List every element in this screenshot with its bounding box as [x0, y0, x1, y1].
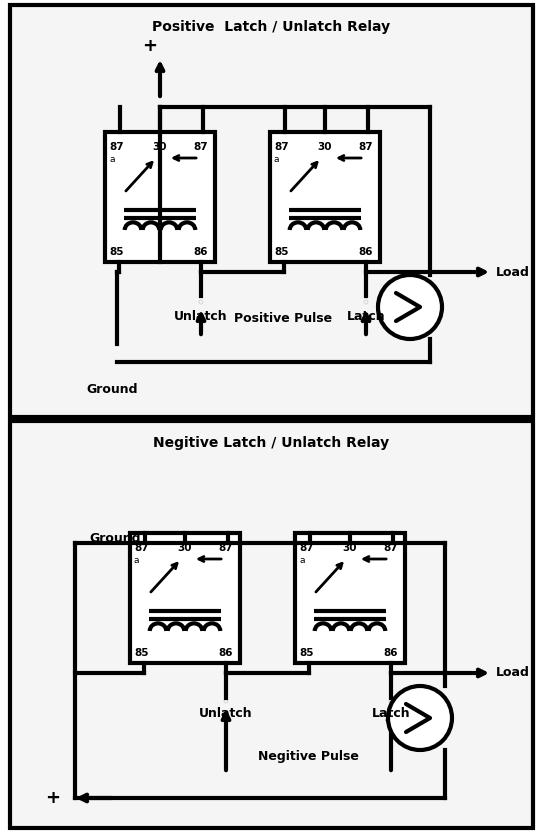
Text: 30: 30 [177, 543, 192, 553]
Text: 30: 30 [317, 142, 331, 152]
Text: Positive  Latch / Unlatch Relay: Positive Latch / Unlatch Relay [152, 20, 390, 34]
Text: Negitive Pulse: Negitive Pulse [258, 750, 359, 763]
Text: a: a [274, 155, 280, 164]
Text: Negitive Latch / Unlatch Relay: Negitive Latch / Unlatch Relay [153, 436, 389, 450]
Text: +: + [46, 789, 60, 807]
Circle shape [378, 275, 442, 339]
Text: Latch: Latch [372, 707, 411, 720]
Text: 86: 86 [358, 247, 372, 257]
Text: a: a [299, 556, 305, 565]
Text: 87: 87 [299, 543, 314, 553]
Text: a: a [134, 556, 140, 565]
Text: Load: Load [496, 666, 530, 680]
Text: Unlatch: Unlatch [174, 310, 228, 323]
Bar [295, 533, 405, 663]
Text: 87: 87 [358, 142, 372, 152]
Text: 85: 85 [134, 648, 148, 658]
Text: 86: 86 [193, 247, 207, 257]
Text: 87: 87 [218, 543, 232, 553]
Text: 87: 87 [383, 543, 397, 553]
Text: 86: 86 [383, 648, 397, 658]
Text: 30: 30 [152, 142, 167, 152]
Bar [270, 132, 380, 262]
Text: 87: 87 [109, 142, 124, 152]
Text: 87: 87 [274, 142, 289, 152]
Text: Latch: Latch [346, 310, 386, 323]
Text: Ground: Ground [86, 383, 138, 396]
Text: 85: 85 [274, 247, 288, 257]
Text: 87: 87 [134, 543, 149, 553]
Text: 85: 85 [299, 648, 313, 658]
Text: Unlatch: Unlatch [199, 707, 253, 720]
Circle shape [388, 686, 452, 750]
Text: 87: 87 [193, 142, 207, 152]
Bar [10, 421, 533, 828]
Bar [10, 5, 533, 417]
Text: Load: Load [496, 266, 530, 278]
Text: 86: 86 [218, 648, 232, 658]
Text: 85: 85 [109, 247, 123, 257]
Text: a: a [109, 155, 115, 164]
Text: Positive Pulse: Positive Pulse [235, 312, 332, 325]
Bar [105, 132, 215, 262]
Text: 30: 30 [342, 543, 357, 553]
Text: +: + [142, 37, 157, 55]
Text: Ground: Ground [89, 531, 141, 545]
Bar [130, 533, 240, 663]
